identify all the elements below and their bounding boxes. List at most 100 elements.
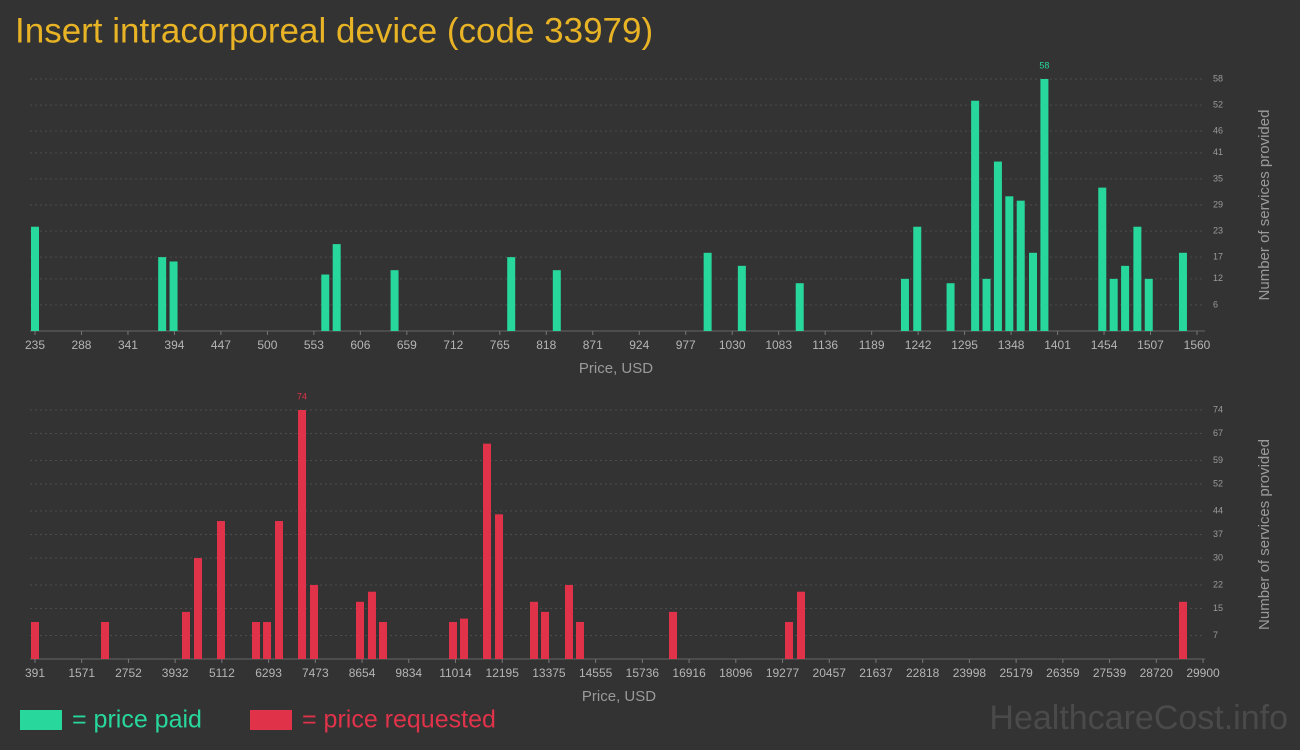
x-tick-label: 977	[676, 338, 696, 352]
y-axis-label: Number of services provided	[1256, 110, 1273, 301]
bar	[275, 521, 284, 659]
x-tick-label: 23998	[953, 666, 987, 680]
x-axis-label: Price, USD	[582, 688, 656, 705]
y-tick-label: 29	[1213, 199, 1223, 209]
x-tick-label: 1136	[812, 338, 838, 352]
x-tick-label: 1189	[859, 338, 885, 352]
bar	[993, 161, 1002, 331]
bar	[703, 252, 712, 331]
bar	[193, 558, 202, 659]
x-tick-label: 6293	[255, 666, 282, 680]
y-tick-label: 30	[1213, 552, 1223, 562]
peak-label: 58	[1039, 60, 1049, 70]
bar	[797, 591, 806, 659]
bar	[1178, 252, 1187, 331]
y-tick-label: 37	[1213, 529, 1223, 539]
x-tick-label: 25179	[999, 666, 1033, 680]
y-tick-label: 67	[1213, 428, 1223, 438]
bar	[1179, 601, 1188, 659]
x-tick-label: 553	[304, 338, 324, 352]
x-tick-label: 26359	[1046, 666, 1080, 680]
x-tick-label: 1348	[998, 338, 1025, 352]
bar	[310, 584, 319, 659]
x-tick-label: 27539	[1093, 666, 1127, 680]
bar	[1098, 187, 1107, 331]
bar	[158, 257, 167, 331]
legend-label: = price requested	[302, 706, 496, 734]
bar	[507, 257, 516, 331]
x-tick-label: 1454	[1091, 338, 1118, 352]
x-tick-label: 12195	[486, 666, 520, 680]
bar	[31, 621, 39, 659]
bar	[541, 611, 550, 659]
x-tick-label: 818	[536, 338, 556, 352]
x-tick-label: 11014	[439, 666, 472, 680]
y-tick-label: 17	[1213, 252, 1223, 262]
y-tick-label: 74	[1213, 404, 1223, 414]
x-tick-label: 13375	[532, 666, 566, 680]
x-tick-label: 871	[583, 338, 603, 352]
y-tick-label: 46	[1213, 126, 1223, 136]
x-tick-label: 447	[211, 338, 231, 352]
x-tick-label: 19277	[766, 666, 800, 680]
y-tick-label: 22	[1213, 579, 1223, 589]
y-tick-label: 44	[1213, 505, 1223, 515]
y-tick-label: 7	[1213, 630, 1218, 640]
bar	[298, 410, 307, 659]
x-axis-label: Price, USD	[579, 360, 653, 377]
y-tick-label: 52	[1213, 478, 1223, 488]
x-tick-label: 28720	[1140, 666, 1174, 680]
y-tick-label: 41	[1213, 147, 1223, 157]
bar	[529, 601, 538, 659]
bar	[483, 443, 492, 659]
bar	[31, 226, 39, 331]
bar	[356, 601, 365, 659]
y-tick-label: 59	[1213, 455, 1223, 465]
bar	[216, 521, 225, 659]
x-tick-label: 9834	[395, 666, 422, 680]
bar	[449, 621, 458, 659]
y-tick-label: 15	[1213, 603, 1223, 613]
bar	[552, 270, 561, 331]
bar	[101, 621, 110, 659]
bar	[913, 226, 922, 331]
x-tick-label: 288	[71, 338, 91, 352]
x-tick-label: 500	[257, 338, 277, 352]
bar	[460, 618, 469, 659]
x-tick-label: 3932	[162, 666, 189, 680]
bar	[946, 283, 955, 331]
x-tick-label: 22818	[906, 666, 940, 680]
x-tick-label: 1401	[1044, 338, 1071, 352]
bar	[785, 621, 794, 659]
bar	[575, 621, 584, 659]
x-tick-label: 15736	[626, 666, 660, 680]
bar	[1029, 252, 1038, 331]
x-tick-label: 5112	[209, 666, 235, 680]
x-tick-label: 18096	[719, 666, 753, 680]
bar	[1133, 226, 1142, 331]
x-tick-label: 7473	[302, 666, 329, 680]
x-tick-label: 8654	[349, 666, 376, 680]
y-tick-label: 58	[1213, 73, 1223, 83]
x-tick-label: 21637	[859, 666, 893, 680]
bar	[1109, 278, 1118, 331]
bar	[971, 100, 980, 331]
bar	[1121, 265, 1130, 331]
bar	[1005, 196, 1014, 331]
x-tick-label: 1083	[765, 338, 792, 352]
bar	[390, 270, 399, 331]
bar	[252, 621, 261, 659]
watermark: HealthcareCost.info	[989, 699, 1288, 737]
x-tick-label: 1560	[1184, 338, 1211, 352]
y-tick-label: 23	[1213, 225, 1223, 235]
x-tick-label: 606	[350, 338, 370, 352]
y-tick-label: 6	[1213, 299, 1218, 309]
legend-swatch	[250, 710, 292, 730]
x-tick-label: 1242	[905, 338, 932, 352]
bar	[669, 611, 678, 659]
x-tick-label: 391	[25, 666, 45, 680]
bar	[367, 591, 376, 659]
y-axis-label: Number of services provided	[1256, 439, 1273, 630]
bar	[378, 621, 387, 659]
